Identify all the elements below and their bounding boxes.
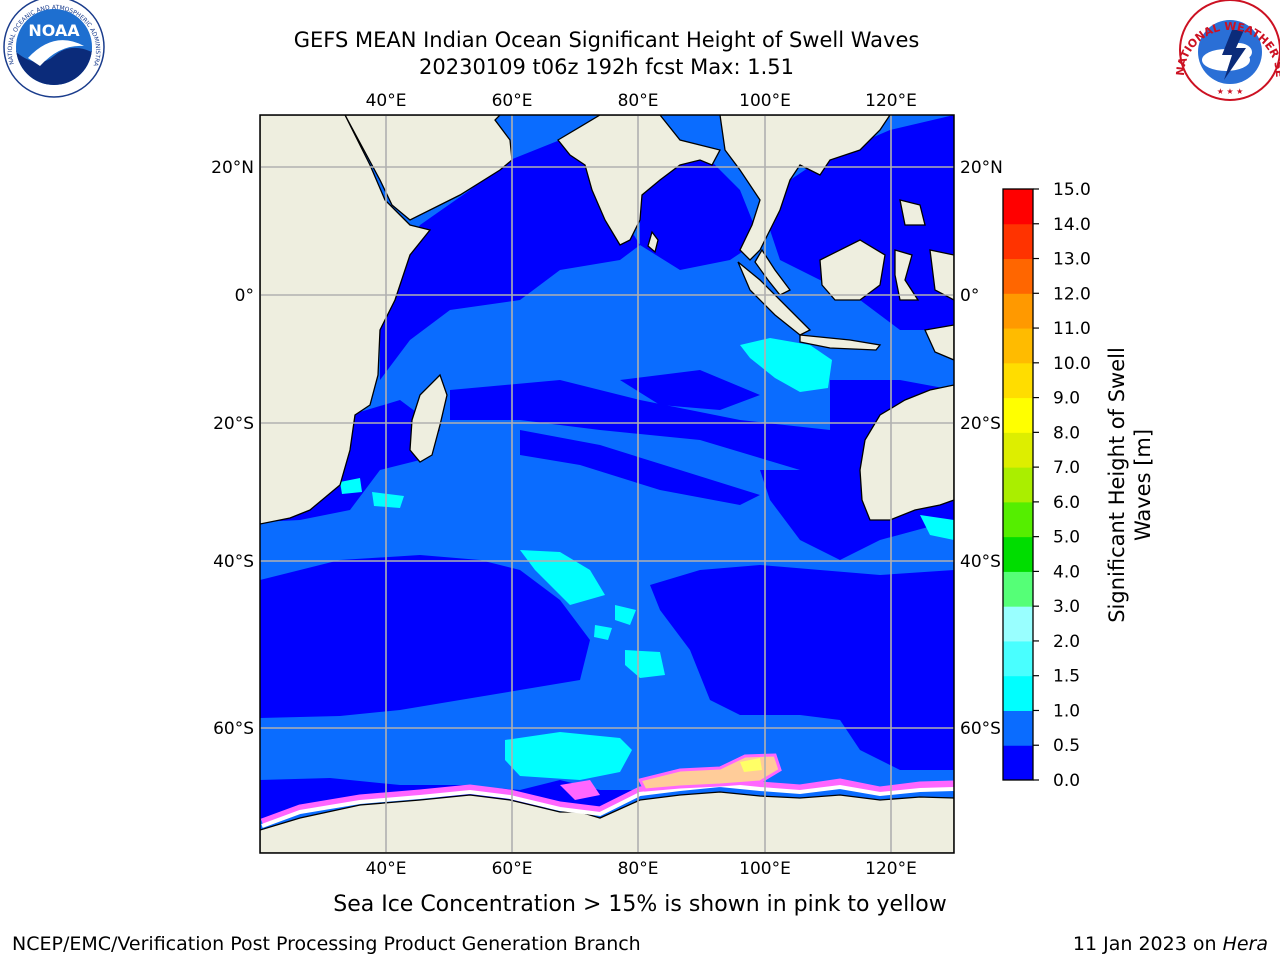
colorbar-tick-label: 8.0 xyxy=(1053,423,1080,443)
colorbar-tick-label: 6.0 xyxy=(1053,493,1080,513)
colorbar-segment xyxy=(1003,328,1033,364)
colorbar-segment xyxy=(1003,223,1033,260)
colorbar-segment xyxy=(1003,571,1033,607)
colorbar-tick-label: 1.5 xyxy=(1053,667,1080,687)
colorbar-segment xyxy=(1003,745,1033,781)
colorbar-tick-label: 12.0 xyxy=(1053,284,1091,304)
lon-label-bottom: 80°E xyxy=(618,859,659,879)
swell-1.0-1.5-regions xyxy=(340,338,954,780)
colorbar-segment xyxy=(1003,675,1033,711)
colorbar-segment xyxy=(1003,432,1033,468)
colorbar-tick-label: 0.5 xyxy=(1053,736,1080,756)
colorbar-tick-label: 14.0 xyxy=(1053,215,1091,235)
lon-label-bottom: 40°E xyxy=(366,859,407,879)
colorbar-segment xyxy=(1003,536,1033,572)
colorbar-tick-label: 13.0 xyxy=(1053,250,1091,270)
colorbar-tick-label: 5.0 xyxy=(1053,528,1080,548)
colorbar-tick-label: 0.0 xyxy=(1053,771,1080,791)
colorbar-segment xyxy=(1003,258,1033,294)
footer-branch: NCEP/EMC/Verification Post Processing Pr… xyxy=(12,933,641,955)
footer-date: 11 Jan 2023 on Hera xyxy=(1073,933,1268,955)
colorbar-segment xyxy=(1003,293,1033,329)
lat-label-left: 20°N xyxy=(211,158,254,178)
colorbar-tick-label: 7.0 xyxy=(1053,458,1080,478)
map-frame xyxy=(259,114,955,854)
colorbar-tick-label: 9.0 xyxy=(1053,389,1080,409)
colorbar-frame xyxy=(1002,188,1034,781)
colorbar xyxy=(1003,189,1033,781)
colorbar-segment xyxy=(1003,397,1033,433)
graticule xyxy=(260,115,954,853)
lon-label-top: 120°E xyxy=(865,91,917,111)
colorbar-tick-label: 3.0 xyxy=(1053,597,1080,617)
footer-machine: Hera xyxy=(1223,933,1268,955)
chart-subtitle: 20230109 t06z 192h fcst Max: 1.51 xyxy=(419,55,794,79)
colorbar-label-line2: Waves [m] xyxy=(1131,429,1155,541)
sea-ice-band xyxy=(260,753,954,828)
nws-logo-ring-text: NATIONAL WEATHER SERVICE xyxy=(0,0,1280,78)
noaa-logo-text: NOAA xyxy=(28,21,80,40)
colorbar-segment xyxy=(1003,606,1033,642)
colorbar-segment xyxy=(1003,640,1033,677)
colorbar-tick-label: 11.0 xyxy=(1053,319,1091,339)
map-area xyxy=(260,115,954,853)
colorbar-segment xyxy=(1003,501,1033,538)
lon-label-top: 40°E xyxy=(366,91,407,111)
lat-label-left: 60°S xyxy=(213,719,254,739)
colorbar-tick-label: 4.0 xyxy=(1053,562,1080,582)
lat-label-right: 20°N xyxy=(960,158,1003,178)
colorbar-tick-label: 15.0 xyxy=(1053,180,1091,200)
colorbar-segment xyxy=(1003,189,1033,225)
colorbar-segment xyxy=(1003,710,1033,746)
lat-label-right: 60°S xyxy=(960,719,1001,739)
lat-label-right: 20°S xyxy=(960,414,1001,434)
lon-label-bottom: 120°E xyxy=(865,859,917,879)
colorbar-tick-label: 10.0 xyxy=(1053,354,1091,374)
sea-ice-note: Sea Ice Concentration > 15% is shown in … xyxy=(333,892,947,917)
svg-text:★ ★ ★: ★ ★ ★ xyxy=(1217,87,1244,96)
colorbar-tick-label: 1.0 xyxy=(1053,701,1080,721)
colorbar-segment xyxy=(1003,467,1033,503)
lon-label-bottom: 100°E xyxy=(739,859,791,879)
lat-label-left: 40°S xyxy=(213,552,254,572)
noaa-logo: NOAA NATIONAL OCEANIC AND ATMOSPHERIC AD… xyxy=(0,0,105,98)
chart-title: GEFS MEAN Indian Ocean Significant Heigh… xyxy=(293,28,920,52)
lon-label-top: 80°E xyxy=(618,91,659,111)
lat-label-left: 20°S xyxy=(213,414,254,434)
lon-label-top: 60°E xyxy=(492,91,533,111)
lat-label-left: 0° xyxy=(235,286,254,306)
colorbar-label-line1: Significant Height of Swell xyxy=(1105,347,1129,623)
svg-text:NATIONAL WEATHER SERVICE: NATIONAL WEATHER SERVICE xyxy=(0,0,1280,78)
lat-label-right: 40°S xyxy=(960,552,1001,572)
footer-date-text: 11 Jan 2023 on xyxy=(1073,933,1223,955)
lon-label-top: 100°E xyxy=(739,91,791,111)
lon-label-bottom: 60°E xyxy=(492,859,533,879)
colorbar-segment xyxy=(1003,362,1033,399)
colorbar-ticks: 0.0 0.5 1.0 1.5 2.0 3.0 4.0 5.0 6.0 7.0 8.0 9.0 10.0… xyxy=(1033,180,1091,791)
colorbar-tick-label: 2.0 xyxy=(1053,632,1080,652)
lat-label-right: 0° xyxy=(960,286,979,306)
nws-logo: NATIONAL WEATHER SERVICE ★ ★ ★ xyxy=(0,0,1280,101)
